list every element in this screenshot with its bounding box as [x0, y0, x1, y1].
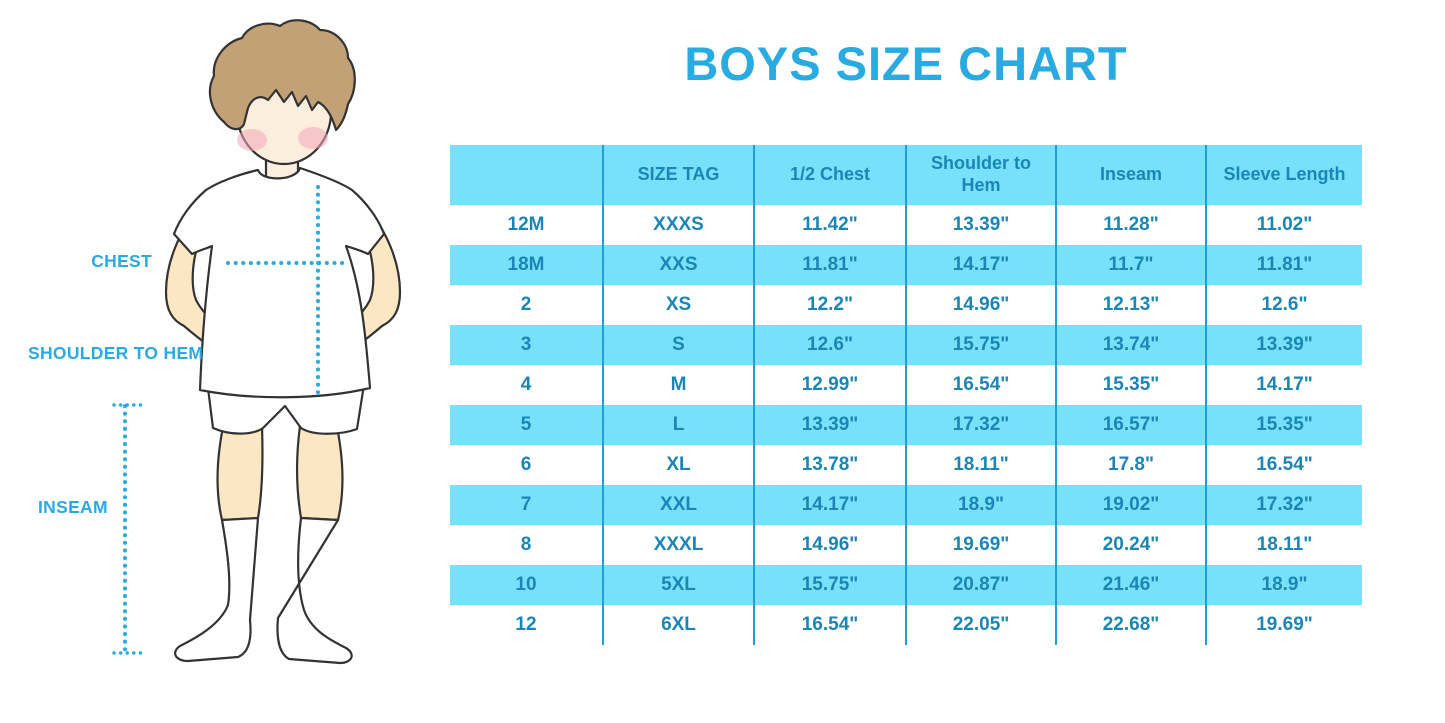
inseam-cell: 20.24"	[1055, 525, 1206, 565]
size-cell: 2	[520, 294, 532, 315]
shoulder-to-hem-cell: 18.11"	[905, 445, 1056, 485]
size-tag-cell: XL	[602, 445, 754, 485]
size-tag-cell: XXL	[602, 485, 754, 525]
inseam-cell: 17.8"	[1055, 445, 1206, 485]
inseam-cell: 22.68"	[1055, 605, 1206, 645]
shoulder-to-hem-cell: 16.54"	[905, 365, 1056, 405]
size-cell: 3	[520, 334, 532, 355]
sleeve-length-cell: 19.69"	[1205, 605, 1362, 645]
sleeve-length-cell: 11.81"	[1205, 245, 1362, 285]
shoulder-to-hem-cell: 17.32"	[905, 405, 1056, 445]
sleeve-length-cell: 17.32"	[1205, 485, 1362, 525]
inseam-cell: 13.74"	[1055, 325, 1206, 365]
inseam-cell: 16.57"	[1055, 405, 1206, 445]
shoulder-to-hem-cell: 14.96"	[905, 285, 1056, 325]
half-chest-cell: 12.6"	[753, 325, 906, 365]
table-row: 12M XXXS 11.42" 13.39" 11.28" 11.02"	[450, 205, 1362, 245]
table-row: 12 6XL 16.54" 22.05" 22.68" 19.69"	[450, 605, 1362, 645]
sleeve-length-cell: 11.02"	[1205, 205, 1362, 245]
table-row: 10 5XL 15.75" 20.87" 21.46" 18.9"	[450, 565, 1362, 605]
sleeve-length-cell: 15.35"	[1205, 405, 1362, 445]
table-row: 5 L 13.39" 17.32" 16.57" 15.35"	[450, 405, 1362, 445]
header-sleeve-length: Sleeve Length	[1205, 145, 1362, 205]
half-chest-cell: 13.39"	[753, 405, 906, 445]
size-cell: 10	[515, 574, 537, 595]
table-row: 3 S 12.6" 15.75" 13.74" 13.39"	[450, 325, 1362, 365]
size-tag-cell: XS	[602, 285, 754, 325]
size-tag-cell: L	[602, 405, 754, 445]
half-chest-cell: 11.81"	[753, 245, 906, 285]
inseam-cell: 19.02"	[1055, 485, 1206, 525]
size-tag-cell: 6XL	[602, 605, 754, 645]
inseam-cell: 11.28"	[1055, 205, 1206, 245]
left-blush	[237, 129, 267, 151]
half-chest-cell: 11.42"	[753, 205, 906, 245]
size-tag-cell: XXS	[602, 245, 754, 285]
sleeve-length-cell: 12.6"	[1205, 285, 1362, 325]
header-row: SIZE TAG 1/2 Chest Shoulder to Hem Insea…	[450, 145, 1362, 205]
hair	[208, 19, 356, 132]
sleeve-length-cell: 18.9"	[1205, 565, 1362, 605]
table-row: 6 XL 13.78" 18.11" 17.8" 16.54"	[450, 445, 1362, 485]
inseam-cell: 11.7"	[1055, 245, 1206, 285]
size-tag-cell: S	[602, 325, 754, 365]
shoulder-to-hem-cell: 13.39"	[905, 205, 1056, 245]
table-row: 7 XXL 14.17" 18.9" 19.02" 17.32"	[450, 485, 1362, 525]
inseam-label: INSEAM	[38, 497, 108, 517]
size-cell: 8	[520, 534, 532, 555]
shoulder-to-hem-cell: 20.87"	[905, 565, 1056, 605]
sleeve-length-cell: 14.17"	[1205, 365, 1362, 405]
size-tag-cell: XXXS	[602, 205, 754, 245]
size-cell: 6	[520, 454, 532, 475]
header-inseam: Inseam	[1055, 145, 1206, 205]
sleeve-length-cell: 16.54"	[1205, 445, 1362, 485]
size-table: SIZE TAG 1/2 Chest Shoulder to Hem Insea…	[450, 145, 1362, 645]
size-tag-cell: 5XL	[602, 565, 754, 605]
size-cell: 7	[520, 494, 532, 515]
shoulder-to-hem-cell: 19.69"	[905, 525, 1056, 565]
shoulder-to-hem-cell: 14.17"	[905, 245, 1056, 285]
table-row: 2 XS 12.2" 14.96" 12.13" 12.6"	[450, 285, 1362, 325]
half-chest-cell: 12.2"	[753, 285, 906, 325]
left-thigh	[216, 420, 264, 522]
boy-illustration	[112, 19, 402, 665]
half-chest-cell: 12.99"	[753, 365, 906, 405]
size-cell: 12	[515, 614, 537, 635]
page-title: BOYS SIZE CHART	[684, 37, 1128, 90]
size-tag-cell: XXXL	[602, 525, 754, 565]
right-blush	[298, 127, 328, 149]
half-chest-cell: 14.96"	[753, 525, 906, 565]
size-tag-cell: M	[602, 365, 754, 405]
shoulder-to-hem-cell: 18.9"	[905, 485, 1056, 525]
size-cell: 18M	[507, 254, 545, 275]
inseam-cell: 15.35"	[1055, 365, 1206, 405]
shoulder-to-hem-label: SHOULDER TO HEM	[28, 343, 204, 363]
table-row: 18M XXS 11.81" 14.17" 11.7" 11.81"	[450, 245, 1362, 285]
half-chest-cell: 16.54"	[753, 605, 906, 645]
inseam-cell: 12.13"	[1055, 285, 1206, 325]
header-size	[450, 145, 603, 205]
size-cell: 4	[520, 374, 532, 395]
shoulder-to-hem-cell: 22.05"	[905, 605, 1056, 645]
size-cell: 12M	[507, 214, 545, 235]
header-size-tag: SIZE TAG	[602, 145, 754, 205]
header-half-chest: 1/2 Chest	[753, 145, 906, 205]
inseam-cell: 21.46"	[1055, 565, 1206, 605]
table-row: 8 XXXL 14.96" 19.69" 20.24" 18.11"	[450, 525, 1362, 565]
t-shirt	[172, 166, 386, 399]
size-cell: 5	[520, 414, 532, 435]
right-thigh	[296, 420, 344, 522]
header-shoulder-to-hem: Shoulder to Hem	[905, 145, 1056, 205]
shoulder-to-hem-cell: 15.75"	[905, 325, 1056, 365]
half-chest-cell: 13.78"	[753, 445, 906, 485]
sleeve-length-cell: 18.11"	[1205, 525, 1362, 565]
chest-label: CHEST	[91, 251, 152, 271]
left-sock	[174, 516, 260, 663]
sleeve-length-cell: 13.39"	[1205, 325, 1362, 365]
half-chest-cell: 15.75"	[753, 565, 906, 605]
table-row: 4 M 12.99" 16.54" 15.35" 14.17"	[450, 365, 1362, 405]
half-chest-cell: 14.17"	[753, 485, 906, 525]
right-sock	[276, 516, 353, 665]
